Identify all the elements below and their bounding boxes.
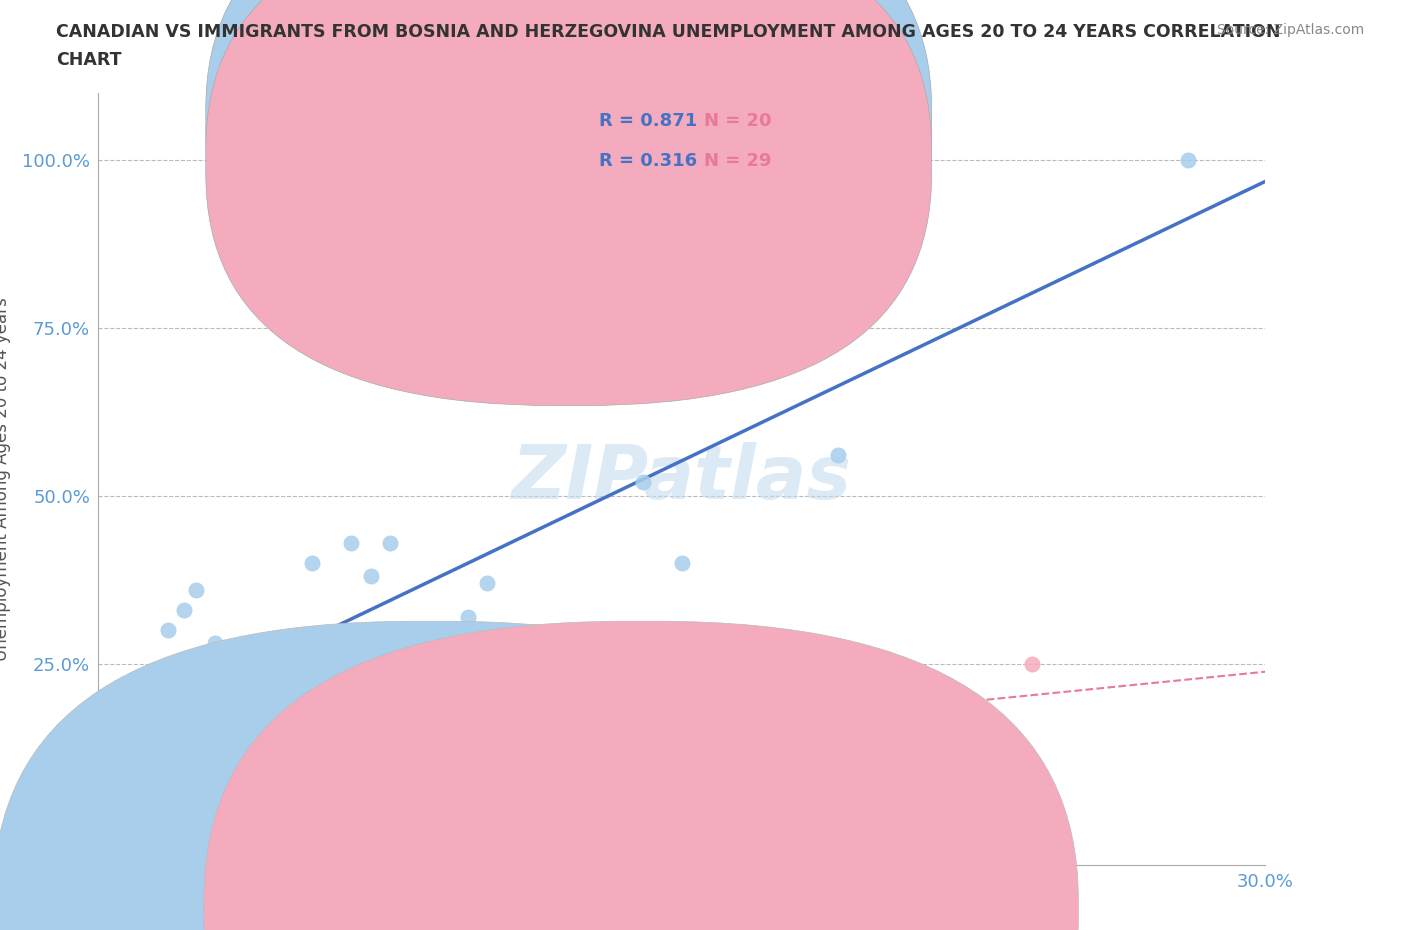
- Text: N = 29: N = 29: [704, 153, 772, 170]
- Point: [173, 777, 195, 791]
- Point: [321, 790, 343, 805]
- Text: R = 0.316: R = 0.316: [599, 153, 710, 170]
- Point: [827, 448, 849, 463]
- Point: [1021, 656, 1043, 671]
- Point: [111, 784, 134, 799]
- Point: [111, 757, 134, 772]
- Point: [184, 582, 207, 597]
- Point: [380, 536, 402, 551]
- Point: [127, 751, 149, 765]
- Point: [122, 777, 145, 791]
- Point: [96, 790, 118, 805]
- Point: [157, 724, 180, 738]
- Text: Source: ZipAtlas.com: Source: ZipAtlas.com: [1216, 23, 1364, 37]
- Point: [262, 770, 284, 785]
- Point: [281, 770, 304, 785]
- Text: ZIPatlas: ZIPatlas: [512, 443, 852, 515]
- Point: [1177, 153, 1199, 167]
- Point: [129, 743, 152, 758]
- FancyBboxPatch shape: [205, 0, 932, 405]
- Point: [360, 569, 382, 584]
- Text: R = 0.871: R = 0.871: [599, 113, 710, 130]
- Point: [515, 770, 537, 785]
- Point: [340, 536, 363, 551]
- FancyBboxPatch shape: [205, 0, 932, 365]
- Point: [165, 784, 187, 799]
- Point: [477, 690, 499, 705]
- Point: [301, 555, 323, 570]
- Point: [165, 690, 187, 705]
- Point: [103, 757, 125, 772]
- Point: [149, 757, 172, 772]
- Point: [224, 757, 246, 772]
- Point: [157, 622, 180, 637]
- Point: [418, 810, 440, 825]
- Point: [127, 730, 149, 745]
- Point: [114, 764, 136, 778]
- Point: [118, 743, 141, 758]
- Text: N = 20: N = 20: [704, 113, 772, 130]
- Point: [204, 636, 226, 651]
- Point: [204, 770, 226, 785]
- Point: [134, 710, 156, 724]
- Text: CANADIAN VS IMMIGRANTS FROM BOSNIA AND HERZEGOVINA UNEMPLOYMENT AMONG AGES 20 TO: CANADIAN VS IMMIGRANTS FROM BOSNIA AND H…: [56, 23, 1281, 41]
- Point: [710, 690, 733, 705]
- FancyBboxPatch shape: [541, 104, 869, 197]
- Point: [457, 609, 479, 624]
- Text: Immigrants from Bosnia and Herzegovina: Immigrants from Bosnia and Herzegovina: [664, 899, 1010, 918]
- Point: [134, 737, 156, 751]
- Point: [184, 730, 207, 745]
- Point: [301, 724, 323, 738]
- Point: [671, 555, 693, 570]
- Point: [118, 804, 141, 818]
- Point: [360, 797, 382, 812]
- Point: [224, 690, 246, 705]
- Point: [114, 790, 136, 805]
- Point: [91, 804, 114, 818]
- Point: [96, 777, 118, 791]
- Text: CHART: CHART: [56, 51, 122, 69]
- Point: [98, 797, 121, 812]
- Point: [98, 770, 121, 785]
- Point: [103, 784, 125, 799]
- Point: [243, 797, 266, 812]
- Point: [398, 824, 420, 839]
- Point: [87, 790, 110, 805]
- Point: [142, 770, 165, 785]
- Point: [107, 770, 129, 785]
- Point: [107, 777, 129, 791]
- Point: [173, 603, 195, 618]
- Point: [212, 784, 235, 799]
- Y-axis label: Unemployment Among Ages 20 to 24 years: Unemployment Among Ages 20 to 24 years: [0, 297, 11, 661]
- Point: [631, 475, 654, 490]
- Text: Canadians: Canadians: [453, 899, 540, 918]
- Point: [437, 757, 460, 772]
- Point: [477, 576, 499, 591]
